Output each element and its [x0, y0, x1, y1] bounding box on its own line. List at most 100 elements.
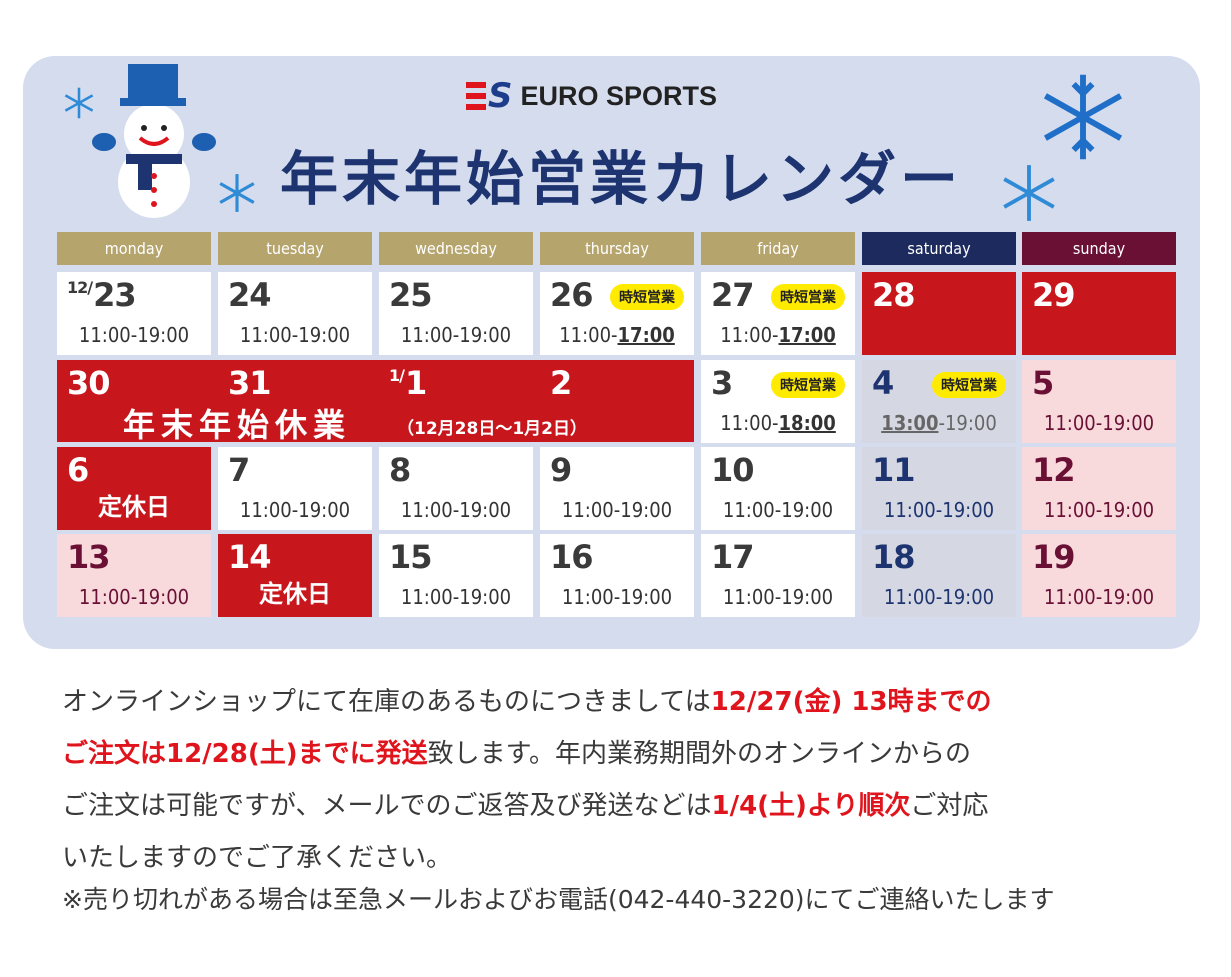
- hours-text: 11:00-19:00: [239, 323, 351, 347]
- hours-text: 11:00-19:00: [400, 323, 512, 347]
- day-cell-25: 25 11:00-19:00: [379, 272, 533, 355]
- logo-mark: S: [488, 76, 513, 116]
- hours-text: 11:00-19:00: [400, 585, 512, 609]
- header-sunday: sunday: [1022, 232, 1176, 265]
- day-number: 6: [67, 451, 89, 489]
- day-number: 5: [1032, 364, 1054, 402]
- hours-text: 11:00-19:00: [239, 498, 351, 522]
- logo-stripes: [466, 82, 486, 110]
- day-number: 16: [550, 538, 594, 576]
- day-number: 19: [1032, 538, 1076, 576]
- hours-text: 11:00-17:00: [720, 323, 836, 347]
- snowflake-icon: [1003, 165, 1055, 221]
- hours-text: 11:00-18:00: [720, 411, 836, 435]
- page-title: 年末年始営業カレンダー: [280, 145, 963, 213]
- header-thursday: thursday: [540, 232, 694, 265]
- day-cell-9: 9 11:00-19:00: [540, 447, 694, 530]
- hours-text: 11:00-19:00: [561, 498, 673, 522]
- header-monday: monday: [57, 232, 211, 265]
- snowflake-icon: [64, 87, 94, 119]
- day-number: 31: [228, 364, 272, 402]
- footnote: ※売り切れがある場合は至急メールおよびお電話(042-440-3220)にてご連…: [62, 885, 1055, 914]
- day-cell-18: 18 11:00-19:00: [862, 534, 1016, 617]
- short-hours-badge: 時短営業: [610, 284, 684, 310]
- day-number: 27: [711, 276, 755, 314]
- closed-label: 定休日: [259, 580, 331, 608]
- day-cell-11: 11 11:00-19:00: [862, 447, 1016, 530]
- header-saturday: saturday: [862, 232, 1016, 265]
- day-number: 18: [872, 538, 916, 576]
- day-number: 24: [228, 276, 272, 314]
- day-cell-1223: 12/23 11:00-19:00: [57, 272, 211, 355]
- hours-text: 11:00-19:00: [1043, 498, 1155, 522]
- day-number: 17: [711, 538, 755, 576]
- day-number: 29: [1032, 276, 1076, 314]
- day-number: 13: [67, 538, 111, 576]
- day-cell-24: 24 11:00-19:00: [218, 272, 372, 355]
- shipping-notice: オンラインショップにて在庫のあるものにつきましては12/27(金) 13時までの…: [62, 687, 992, 873]
- day-number: 12/23: [67, 276, 137, 314]
- day-cell-28: 28: [862, 272, 1016, 355]
- day-number: 3: [711, 364, 733, 402]
- hours-text: 11:00-19:00: [1043, 411, 1155, 435]
- day-number: 9: [550, 451, 572, 489]
- day-number: 8: [389, 451, 411, 489]
- snowflake-icon: [219, 174, 255, 212]
- hours-text: 11:00-19:00: [722, 498, 834, 522]
- header-tuesday: tuesday: [218, 232, 372, 265]
- day-number: 7: [228, 451, 250, 489]
- day-number: 11: [872, 451, 916, 489]
- brand-name: EURO SPORTS: [520, 80, 718, 111]
- hours-text: 11:00-19:00: [883, 498, 995, 522]
- day-cell-12: 12 11:00-19:00: [1022, 447, 1176, 530]
- closure-range: （12月28日～1月2日）: [397, 419, 587, 439]
- short-hours-badge: 時短営業: [932, 372, 1006, 398]
- day-cell-7: 7 11:00-19:00: [218, 447, 372, 530]
- day-number: 26: [550, 276, 594, 314]
- day-cell-16: 16 11:00-19:00: [540, 534, 694, 617]
- day-cell-14: 14 定休日: [218, 534, 372, 617]
- short-hours-badge: 時短営業: [771, 284, 845, 310]
- day-number: 4: [872, 364, 894, 402]
- closed-label: 定休日: [98, 493, 170, 521]
- day-cell-26: 26 時短営業 11:00-17:00: [540, 272, 694, 355]
- day-cell-3: 3 時短営業 11:00-18:00: [701, 360, 855, 443]
- hours-text: 11:00-19:00: [400, 498, 512, 522]
- day-number: 1/1: [389, 364, 427, 402]
- hours-text: 13:00-19:00: [881, 411, 997, 435]
- header-friday: friday: [701, 232, 855, 265]
- day-number: 25: [389, 276, 433, 314]
- hours-text: 11:00-17:00: [559, 323, 675, 347]
- hours-text: 11:00-19:00: [78, 323, 190, 347]
- day-number: 14: [228, 538, 272, 576]
- hours-text: 11:00-19:00: [883, 585, 995, 609]
- snowflake-icon: [1043, 74, 1123, 160]
- day-cell-6: 6 定休日: [57, 447, 211, 530]
- hours-text: 11:00-19:00: [722, 585, 834, 609]
- closure-label: 年末年始休業: [123, 406, 352, 444]
- day-cell-27: 27 時短営業 11:00-17:00: [701, 272, 855, 355]
- day-cell-8: 8 11:00-19:00: [379, 447, 533, 530]
- day-number: 12: [1032, 451, 1076, 489]
- day-number: 30: [67, 364, 111, 402]
- day-cell-15: 15 11:00-19:00: [379, 534, 533, 617]
- day-cell-19: 19 11:00-19:00: [1022, 534, 1176, 617]
- hours-text: 11:00-19:00: [78, 585, 190, 609]
- day-cell-5: 5 11:00-19:00: [1022, 360, 1176, 443]
- hours-text: 11:00-19:00: [561, 585, 673, 609]
- day-number: 2: [550, 364, 572, 402]
- day-cell-17: 17 11:00-19:00: [701, 534, 855, 617]
- day-cell-10: 10 11:00-19:00: [701, 447, 855, 530]
- short-hours-badge: 時短営業: [771, 372, 845, 398]
- day-cell-4: 4 時短営業 13:00-19:00: [862, 360, 1016, 443]
- hours-text: 11:00-19:00: [1043, 585, 1155, 609]
- day-number: 15: [389, 538, 433, 576]
- day-number: 28: [872, 276, 916, 314]
- header-wednesday: wednesday: [379, 232, 533, 265]
- day-cell-29: 29: [1022, 272, 1176, 355]
- snowman-icon: [92, 64, 216, 218]
- day-number: 10: [711, 451, 755, 489]
- holiday-closure-block: 30 31 1/1 2 年末年始休業 （12月28日～1月2日）: [57, 360, 694, 444]
- day-cell-13: 13 11:00-19:00: [57, 534, 211, 617]
- brand-logo: S EURO SPORTS: [466, 78, 717, 114]
